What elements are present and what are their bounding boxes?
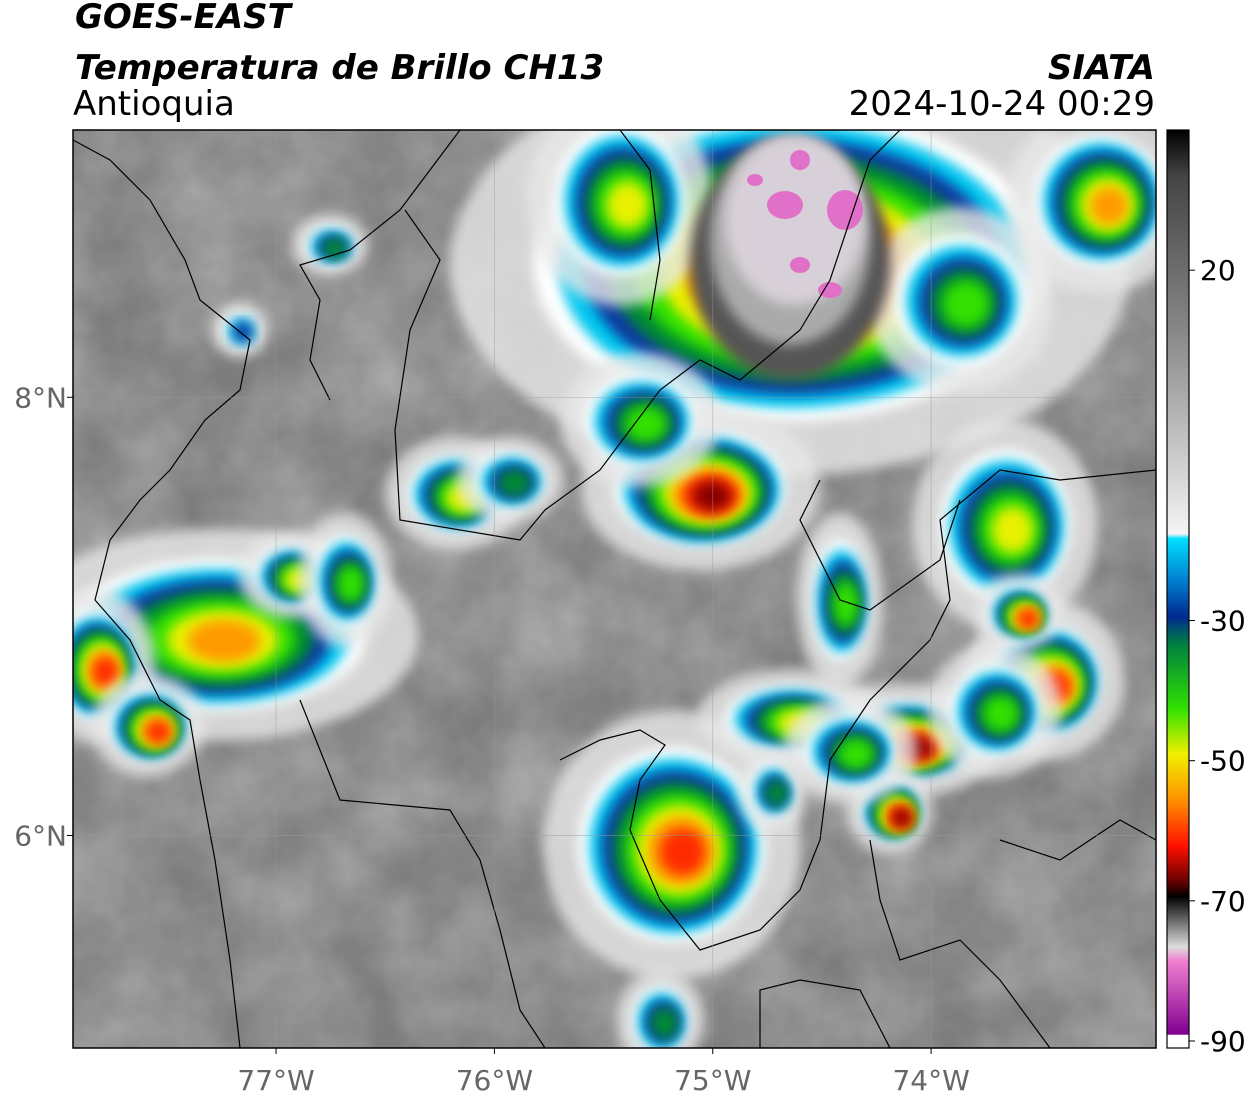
- cloud-level: [337, 566, 365, 602]
- cloud-level: [92, 657, 119, 687]
- lon-label: 77°W: [237, 1064, 314, 1097]
- source: SIATA: [1048, 48, 1155, 88]
- cloud-level: [625, 406, 667, 442]
- cold-spot: [818, 282, 842, 298]
- cloud-level: [660, 828, 705, 876]
- cloud-level: [838, 739, 874, 769]
- lat-label: 6°N: [14, 819, 67, 852]
- cloud-level: [146, 720, 171, 744]
- cloud-level: [983, 696, 1019, 732]
- cloud-level: [892, 808, 912, 828]
- borders: [73, 130, 1156, 1048]
- region: Antioquia: [73, 84, 235, 124]
- map-frame: [72, 129, 1157, 1049]
- cloud-level: [650, 1007, 679, 1039]
- colorbar: [1166, 129, 1190, 1049]
- cloud-level: [991, 507, 1034, 553]
- cold-spot: [790, 150, 810, 170]
- cold-spot: [790, 257, 810, 273]
- colorbar-label: -50: [1200, 745, 1246, 778]
- cloud-level: [765, 780, 788, 806]
- cloud-level: [606, 182, 649, 228]
- colorbar-label: -90: [1200, 1025, 1246, 1058]
- colorbar-label: -30: [1200, 605, 1246, 638]
- subtitle: Temperatura de Brillo CH13: [75, 48, 604, 88]
- cloud-level: [232, 321, 254, 343]
- cold-spot: [747, 174, 763, 186]
- cloud-level: [942, 280, 990, 328]
- cold-spot: [767, 191, 803, 219]
- lon-label: 75°W: [674, 1064, 751, 1097]
- title: GOES-EAST: [75, 0, 294, 37]
- map-image: [73, 130, 1156, 1048]
- tick-labels: 77°W 76°W 75°W 74°W 8°N 6°N 20 -30 -50 -70 -90: [14, 254, 1246, 1097]
- cloud-level: [498, 469, 531, 497]
- cloud-level: [187, 620, 261, 662]
- lat-label: 8°N: [14, 381, 67, 414]
- colorbar-label: 20: [1200, 254, 1236, 287]
- cold-spot: [827, 190, 863, 230]
- storms: [73, 130, 1156, 1048]
- lon-label: 76°W: [456, 1064, 533, 1097]
- cloud-level: [1090, 187, 1128, 225]
- graticule: [73, 130, 1156, 1048]
- cloud-level: [692, 481, 732, 511]
- cloud-level: [1018, 609, 1039, 629]
- lon-label: 74°W: [892, 1064, 969, 1097]
- cloud-level: [833, 582, 859, 626]
- datetime: 2024-10-24 00:29: [849, 84, 1155, 124]
- colorbar-label: -70: [1200, 885, 1246, 918]
